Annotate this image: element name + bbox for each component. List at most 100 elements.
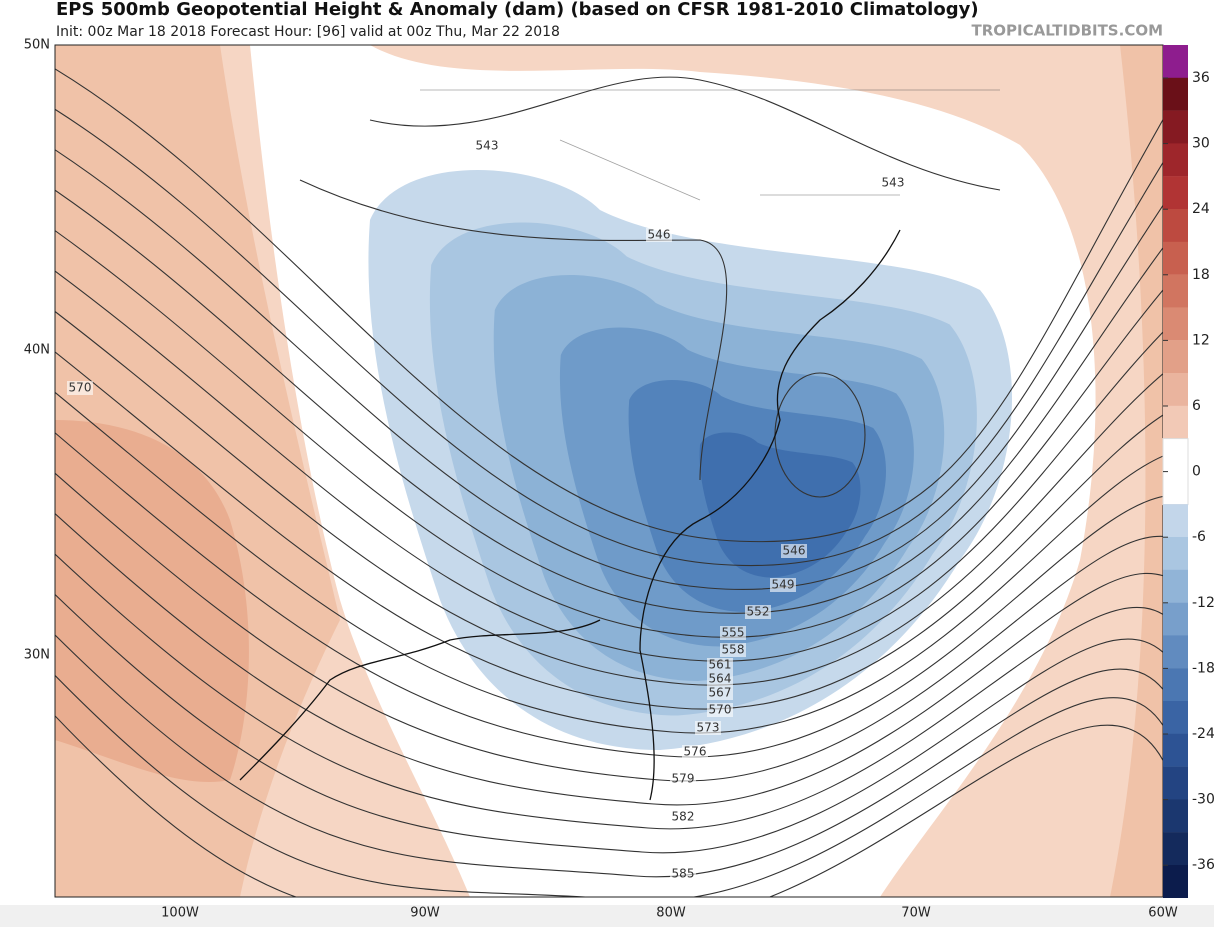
colorbar-segment: [1163, 537, 1188, 570]
borders: [420, 89, 1000, 201]
contour-label-bg: [707, 703, 733, 717]
contour-label-bg: [695, 721, 721, 735]
colorbar-segment: [1163, 504, 1188, 538]
contour-label-bg: [474, 139, 500, 153]
contour-label-bg: [720, 626, 746, 640]
contour-label-bg: [670, 772, 696, 786]
contour-label-bg: [781, 544, 807, 558]
contour-label: 573: [697, 721, 720, 735]
contour: [55, 432, 1163, 758]
colorbar-segment: [1163, 701, 1188, 734]
contour-label-bg: [707, 658, 733, 672]
colorbar-label: -24: [1192, 726, 1214, 742]
contour-label-bg: [67, 381, 93, 395]
contour-label: 579: [672, 772, 695, 786]
colorbar-segment: [1163, 176, 1188, 210]
lat-label: 40N: [24, 343, 50, 358]
colorbar-segment: [1163, 110, 1188, 144]
contour-label: 561: [709, 658, 732, 672]
contour: [55, 634, 1163, 878]
contour-label: 552: [747, 605, 770, 619]
lon-label: 60W: [1148, 906, 1178, 921]
contour-label: 582: [672, 810, 695, 824]
colorbar-segment: [1163, 77, 1188, 111]
contour-label-bg: [707, 672, 733, 686]
contour-label-bg: [720, 643, 746, 657]
colorbar-segment: [1163, 602, 1188, 636]
contour: [55, 230, 1163, 638]
contour-label: 576: [684, 745, 707, 759]
colorbar-label: -12: [1192, 595, 1214, 611]
colorbar-label: 0: [1192, 464, 1201, 480]
colorbar-segment: [1163, 307, 1188, 341]
contour-label: 543: [882, 176, 905, 190]
contour: [55, 593, 1163, 854]
colorbar-label: -6: [1192, 529, 1206, 545]
cold-anomaly: [368, 170, 1013, 750]
contour: [55, 270, 1163, 662]
lon-label: 100W: [161, 906, 199, 921]
bottom-strip: [0, 905, 1214, 927]
colorbar-segment: [1163, 405, 1188, 439]
contour-label-bg: [745, 605, 771, 619]
colorbar-segment: [1163, 733, 1188, 767]
contour: [55, 391, 1163, 734]
coastline: [239, 229, 901, 801]
colorbar-segment: [1163, 274, 1188, 308]
contour-label-bg: [670, 867, 696, 881]
title: EPS 500mb Geopotential Height & Anomaly …: [56, 0, 979, 20]
map: [55, 45, 1163, 897]
contour-label: 570: [709, 703, 732, 717]
contour-label-bg: [770, 578, 796, 592]
colorbar-segment: [1163, 143, 1188, 177]
contour: [55, 512, 1163, 806]
contour: [55, 472, 1163, 782]
contour-label: 546: [783, 544, 806, 558]
colorbar-segment: [1163, 241, 1188, 275]
contour-label: 546: [648, 228, 671, 242]
contour: [55, 108, 1163, 566]
colorbar-segment: [1163, 209, 1188, 242]
colorbar-segment: [1163, 832, 1188, 866]
contour: [369, 76, 1001, 191]
colorbar-label: 12: [1192, 332, 1210, 348]
source: TROPICALTIDBITS.COM: [972, 22, 1164, 40]
lon-label: 80W: [656, 906, 686, 921]
colorbar-segment: [1163, 373, 1188, 406]
warm-anomaly: [55, 420, 249, 782]
warm-anomaly: [1110, 45, 1163, 897]
height-contours: [55, 68, 1163, 897]
colorbar-segment: [1163, 799, 1188, 833]
contour-label: 585: [672, 867, 695, 881]
contour-label-bg: [670, 810, 696, 824]
contour-label: 570: [69, 381, 92, 395]
colorbar-segment: [1163, 668, 1188, 702]
contour: [55, 351, 1163, 710]
contour-label: 564: [709, 672, 732, 686]
lon-label: 70W: [901, 906, 931, 921]
colorbar-label: -36: [1192, 857, 1214, 873]
contour: [55, 149, 1163, 590]
contour-label-bg: [646, 228, 672, 242]
lat-label: 30N: [24, 648, 50, 663]
contour-label: 549: [772, 578, 795, 592]
contour: [55, 714, 1163, 897]
contour-label-bg: [880, 176, 906, 190]
colorbar-label: 18: [1192, 267, 1210, 283]
contour: [55, 310, 1163, 686]
colorbar-label: 30: [1192, 136, 1210, 152]
contour-label-bg: [682, 745, 708, 759]
contour: [55, 189, 1163, 614]
colorbar-segment: [1163, 766, 1188, 800]
colorbar-segment: [1163, 45, 1188, 78]
colorbar-label: 36: [1192, 70, 1210, 86]
colorbar-segment: [1163, 635, 1188, 669]
lat-label: 50N: [24, 38, 50, 53]
colorbar-label: -18: [1192, 660, 1214, 676]
lon-label: 90W: [410, 906, 440, 921]
subtitle: Init: 00z Mar 18 2018 Forecast Hour: [96…: [56, 24, 560, 40]
colorbar-segment: [1163, 569, 1188, 603]
colorbar-segment: [1163, 340, 1188, 374]
